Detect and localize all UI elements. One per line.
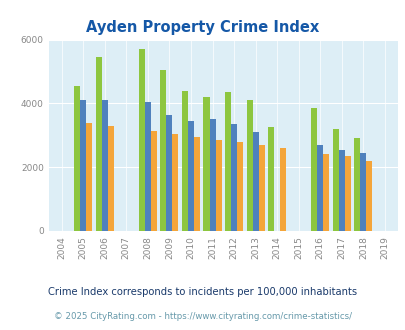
Bar bbox=[311, 108, 316, 231]
Bar bbox=[102, 100, 107, 231]
Text: Crime Index corresponds to incidents per 100,000 inhabitants: Crime Index corresponds to incidents per… bbox=[48, 287, 357, 297]
Bar bbox=[74, 86, 80, 231]
Bar bbox=[166, 115, 172, 231]
Bar bbox=[80, 100, 86, 231]
Bar bbox=[322, 154, 328, 231]
Bar bbox=[188, 121, 194, 231]
Bar bbox=[139, 49, 145, 231]
Bar bbox=[344, 156, 350, 231]
Bar bbox=[224, 92, 230, 231]
Bar bbox=[360, 153, 365, 231]
Bar bbox=[316, 145, 322, 231]
Bar bbox=[246, 100, 252, 231]
Bar bbox=[338, 150, 344, 231]
Bar bbox=[86, 122, 92, 231]
Bar bbox=[332, 129, 338, 231]
Bar bbox=[194, 137, 200, 231]
Text: © 2025 CityRating.com - https://www.cityrating.com/crime-statistics/: © 2025 CityRating.com - https://www.city… bbox=[54, 312, 351, 321]
Bar bbox=[354, 139, 360, 231]
Bar bbox=[181, 91, 188, 231]
Bar bbox=[160, 70, 166, 231]
Bar bbox=[252, 132, 258, 231]
Bar bbox=[172, 134, 178, 231]
Text: Ayden Property Crime Index: Ayden Property Crime Index bbox=[86, 20, 319, 35]
Bar bbox=[279, 148, 286, 231]
Bar bbox=[230, 124, 237, 231]
Bar bbox=[96, 57, 102, 231]
Bar bbox=[215, 140, 221, 231]
Bar bbox=[209, 119, 215, 231]
Bar bbox=[203, 97, 209, 231]
Bar bbox=[107, 126, 113, 231]
Bar bbox=[267, 127, 273, 231]
Bar bbox=[237, 142, 243, 231]
Bar bbox=[145, 102, 151, 231]
Bar bbox=[365, 161, 371, 231]
Bar bbox=[151, 130, 156, 231]
Bar bbox=[258, 145, 264, 231]
